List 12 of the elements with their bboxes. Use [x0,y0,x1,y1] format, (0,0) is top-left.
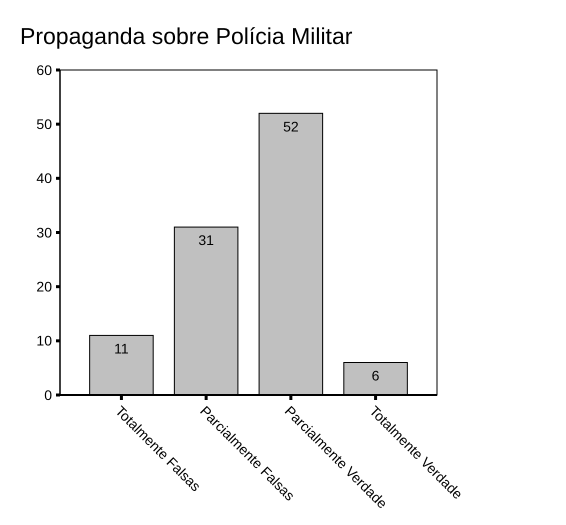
chart-title: Propaganda sobre Polícia Militar [20,23,353,49]
y-tick-label: 0 [44,386,52,403]
data-label: 6 [372,368,380,384]
data-label: 11 [114,340,129,356]
y-tick-label: 30 [36,224,52,240]
y-tick-label: 60 [36,62,52,78]
data-label: 52 [283,118,299,134]
y-tick-label: 50 [36,116,52,132]
data-label: 31 [198,232,214,248]
y-tick-label: 20 [36,278,52,295]
y-tick-label: 40 [36,170,52,186]
y-tick-label: 10 [36,332,52,349]
